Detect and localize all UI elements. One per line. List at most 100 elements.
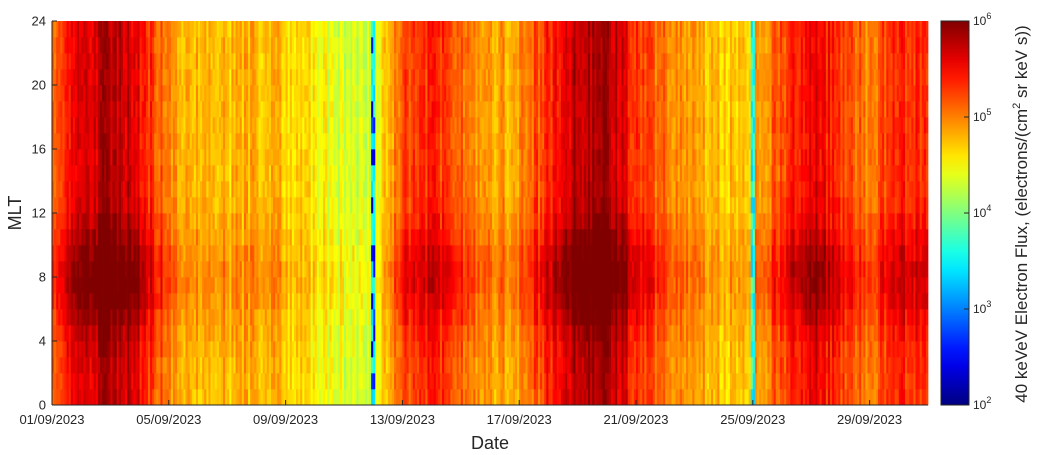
heatmap-cell: [406, 117, 410, 134]
heatmap-cell: [452, 325, 455, 342]
heatmap-cell: [283, 133, 286, 150]
heatmap-cell: [210, 229, 213, 246]
heatmap-cell: [439, 69, 443, 86]
heatmap-cell: [331, 309, 334, 326]
heatmap-cell: [58, 197, 61, 214]
heatmap-cell: [225, 165, 228, 182]
heatmap-cell: [145, 21, 149, 38]
heatmap-cell: [339, 245, 343, 262]
heatmap-cell: [373, 261, 376, 278]
heatmap-cell: [325, 21, 328, 38]
heatmap-cell: [460, 165, 464, 182]
heatmap-cell: [404, 69, 407, 86]
heatmap-cell: [446, 325, 449, 342]
heatmap-cell: [166, 245, 170, 262]
heatmap-cell: [141, 149, 145, 166]
heatmap-cell: [108, 357, 111, 374]
heatmap-cell: [120, 213, 124, 230]
heatmap-cell: [350, 389, 353, 406]
heatmap-cell: [175, 69, 178, 86]
heatmap-cell: [316, 197, 320, 214]
heatmap-cell: [321, 37, 324, 54]
heatmap-cell: [102, 181, 105, 198]
heatmap-cell: [356, 37, 359, 54]
heatmap-cell: [129, 293, 132, 310]
heatmap-cell: [385, 229, 389, 246]
heatmap-cell: [158, 53, 161, 70]
heatmap-cell: [417, 149, 420, 166]
heatmap-cell: [77, 389, 80, 406]
heatmap-cell: [129, 229, 132, 246]
heatmap-cell: [358, 261, 362, 278]
heatmap-cell: [287, 357, 291, 374]
heatmap-cell: [381, 309, 384, 326]
heatmap-cell: [271, 69, 274, 86]
heatmap-cell: [346, 101, 349, 118]
heatmap-cell: [168, 229, 172, 246]
heatmap-cell: [398, 101, 401, 118]
heatmap-cell: [337, 133, 341, 150]
heatmap-cell: [462, 101, 466, 118]
heatmap-cell: [214, 149, 218, 166]
heatmap-cell: [179, 21, 182, 38]
heatmap-cell: [271, 277, 274, 294]
heatmap-cell: [58, 53, 61, 70]
heatmap-cell: [102, 69, 105, 86]
heatmap-cell: [70, 149, 74, 166]
heatmap-cell: [139, 181, 143, 198]
heatmap-cell: [385, 309, 389, 326]
heatmap-cell: [344, 197, 347, 214]
heatmap-cell: [252, 325, 255, 342]
heatmap-cell: [427, 373, 430, 390]
heatmap-cell: [106, 213, 109, 230]
heatmap-cell: [70, 293, 74, 310]
heatmap-cell: [352, 373, 355, 390]
heatmap-cell: [97, 341, 101, 358]
heatmap-cell: [83, 229, 86, 246]
heatmap-cell: [327, 309, 330, 326]
heatmap-cell: [293, 117, 297, 134]
heatmap-cell: [156, 37, 159, 54]
heatmap-cell: [241, 261, 245, 278]
heatmap-cell: [72, 277, 76, 294]
heatmap-cell: [394, 389, 397, 406]
heatmap-cell: [99, 133, 103, 150]
heatmap-cell: [187, 325, 191, 342]
heatmap-cell: [444, 37, 447, 54]
heatmap-cell: [329, 357, 332, 374]
heatmap-cell: [273, 277, 276, 294]
heatmap-cell: [289, 181, 293, 198]
heatmap-cell: [127, 85, 130, 102]
heatmap-cell: [391, 309, 395, 326]
heatmap-cell: [389, 197, 393, 214]
heatmap-cell: [285, 229, 289, 246]
heatmap-cell: [417, 197, 420, 214]
heatmap-cell: [287, 373, 291, 390]
heatmap-cell: [125, 389, 128, 406]
heatmap-cell: [106, 133, 109, 150]
heatmap-cell: [260, 21, 264, 38]
heatmap-cell: [214, 37, 218, 54]
heatmap-cell: [252, 309, 255, 326]
heatmap-cell: [331, 389, 334, 406]
heatmap-cell: [206, 133, 209, 150]
heatmap-cell: [331, 149, 334, 166]
heatmap-cell: [400, 373, 403, 390]
heatmap-cell: [452, 85, 455, 102]
heatmap-cell: [106, 341, 109, 358]
heatmap-cell: [327, 133, 330, 150]
heatmap-cell: [337, 293, 341, 310]
heatmap-cell: [283, 149, 286, 166]
heatmap-cell: [396, 37, 399, 54]
heatmap-cell: [385, 101, 389, 118]
heatmap-cell: [258, 117, 261, 134]
heatmap-cell: [214, 165, 218, 182]
heatmap-cell: [54, 37, 57, 54]
heatmap-cell: [333, 213, 337, 230]
heatmap-cell: [268, 149, 272, 166]
heatmap-cell: [300, 165, 303, 182]
heatmap-cell: [162, 37, 165, 54]
heatmap-cell: [143, 85, 147, 102]
heatmap-cell: [446, 117, 449, 134]
heatmap-cell: [168, 325, 172, 342]
